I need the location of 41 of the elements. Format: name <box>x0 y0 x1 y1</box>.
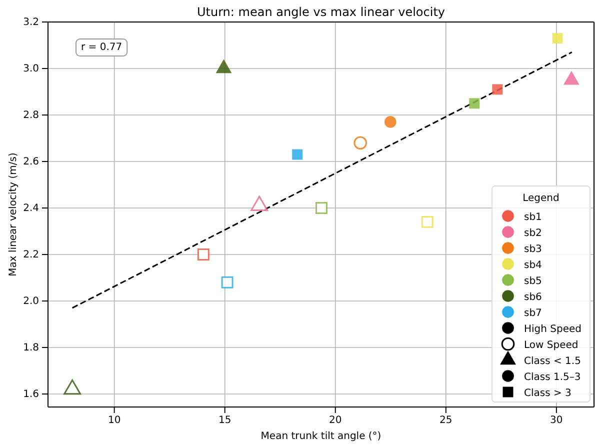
x-tick-label: 10 <box>108 415 121 426</box>
annotation: r = 0.77 <box>81 42 122 53</box>
point <box>469 98 480 109</box>
legend-label: sb2 <box>524 228 542 239</box>
y-tick-label: 2.4 <box>23 203 39 214</box>
point <box>292 149 303 160</box>
y-tick-label: 2.6 <box>23 156 39 168</box>
legend-label: sb5 <box>524 276 542 287</box>
point <box>221 276 234 288</box>
x-tick-label: 20 <box>329 415 342 426</box>
y-tick-label: 3.0 <box>23 64 39 75</box>
point <box>492 84 503 95</box>
y-tick-label: 1.8 <box>23 342 39 354</box>
y-tick-label: 2.2 <box>23 250 39 261</box>
point <box>197 248 210 260</box>
point <box>384 116 396 128</box>
y-tick-label: 3.2 <box>23 17 39 28</box>
x-tick-label: 25 <box>440 415 452 426</box>
y-tick-label: 2.8 <box>23 110 39 122</box>
legend-label: High Speed <box>524 324 582 335</box>
point <box>552 33 563 44</box>
legend-label: sb4 <box>524 260 542 271</box>
legend-label: sb7 <box>524 308 542 319</box>
legend-label: Class > 3 <box>524 388 572 399</box>
legend-label: Class < 1.5 <box>524 356 581 367</box>
x-tick-label: 15 <box>218 415 232 426</box>
legend-title: Legend <box>522 193 560 204</box>
y-tick-label: 2.0 <box>23 296 39 308</box>
x-axis-title: Mean trunk tilt angle (°) <box>260 431 382 442</box>
chart-title: Uturn: mean angle vs max linear velocity <box>196 5 446 19</box>
legend-label: Low Speed <box>524 340 578 351</box>
legend-label: sb1 <box>524 212 542 223</box>
x-tick-label: 30 <box>550 415 563 426</box>
point <box>315 202 328 214</box>
y-axis-title: Max linear velocity (m/s) <box>8 152 19 276</box>
point <box>421 216 434 228</box>
legend-label: sb3 <box>524 244 542 255</box>
point <box>354 136 368 150</box>
legend-label: sb6 <box>524 292 542 303</box>
y-tick-label: 1.6 <box>23 389 39 400</box>
legend-label: Class 1.5–3 <box>524 372 581 383</box>
